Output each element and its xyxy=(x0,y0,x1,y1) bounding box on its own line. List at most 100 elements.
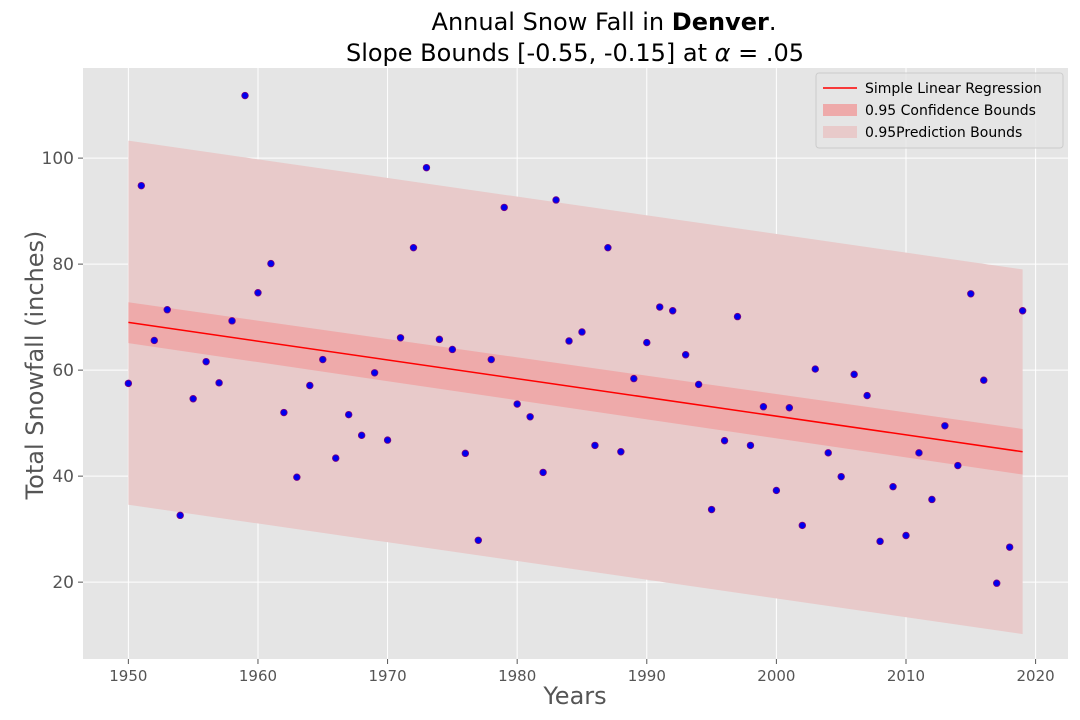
y-tick-label: 20 xyxy=(52,573,74,593)
data-point xyxy=(280,408,288,417)
data-point xyxy=(124,379,133,388)
title-line1-bold: Denver xyxy=(672,8,769,36)
y-tick-label: 80 xyxy=(52,255,74,275)
data-point xyxy=(980,376,988,384)
data-point xyxy=(487,355,495,364)
data-point xyxy=(241,91,249,100)
data-point xyxy=(617,448,625,456)
title-line2-suffix: = .05 xyxy=(731,39,805,67)
data-point xyxy=(656,303,664,311)
data-point xyxy=(422,163,431,172)
legend: Simple Linear Regression 0.95 Confidence… xyxy=(815,72,1064,149)
data-point xyxy=(267,259,275,268)
title-line2-symbol: α xyxy=(715,39,731,67)
data-point xyxy=(396,334,405,342)
data-point xyxy=(707,505,716,514)
data-point xyxy=(526,413,534,421)
data-point xyxy=(928,495,936,504)
legend-label-prediction: 0.95Prediction Bounds xyxy=(865,125,1022,141)
data-point xyxy=(889,483,897,491)
data-point xyxy=(163,306,171,314)
data-points xyxy=(124,91,1027,587)
y-tick-label: 60 xyxy=(52,361,74,381)
data-point xyxy=(954,461,962,470)
data-point xyxy=(332,454,340,462)
data-point xyxy=(604,243,612,252)
data-point xyxy=(759,402,768,411)
x-tick-label: 1990 xyxy=(628,667,666,685)
data-point xyxy=(344,410,353,419)
data-point xyxy=(811,365,819,373)
data-point xyxy=(461,449,470,458)
data-point xyxy=(448,345,457,354)
data-point xyxy=(681,351,690,359)
data-point xyxy=(435,335,444,344)
data-point xyxy=(578,328,586,336)
data-point xyxy=(137,181,146,190)
data-point xyxy=(176,511,184,520)
data-point xyxy=(915,449,923,457)
data-point xyxy=(370,369,379,377)
y-axis-ticks: 20 40 60 80 100 xyxy=(42,149,83,593)
x-tick-label: 1970 xyxy=(368,667,406,685)
data-point xyxy=(202,357,210,366)
data-point xyxy=(733,312,742,321)
x-tick-label: 2020 xyxy=(1017,667,1055,685)
data-point xyxy=(772,486,781,495)
data-point xyxy=(785,404,794,412)
data-point xyxy=(254,289,262,297)
confidence-band xyxy=(128,302,1023,475)
legend-label-regression: Simple Linear Regression xyxy=(865,81,1042,97)
data-point xyxy=(513,400,521,408)
data-point xyxy=(850,370,858,379)
data-point xyxy=(694,380,703,389)
data-point xyxy=(357,431,366,440)
y-tick-label: 100 xyxy=(42,149,74,169)
data-point xyxy=(565,337,573,345)
y-tick-label: 40 xyxy=(52,467,74,487)
legend-label-confidence: 0.95 Confidence Bounds xyxy=(865,103,1036,119)
data-point xyxy=(215,379,223,387)
title-line2-prefix: Slope Bounds [-0.55, -0.15] at xyxy=(346,39,715,67)
data-point xyxy=(306,381,314,390)
y-axis-label: Total Snowfall (inches) xyxy=(21,231,49,501)
legend-box xyxy=(815,72,1064,149)
data-point xyxy=(474,536,482,544)
data-point xyxy=(746,441,755,450)
data-point xyxy=(720,436,729,445)
data-point xyxy=(228,317,236,325)
data-point xyxy=(967,290,975,298)
data-point xyxy=(591,441,599,450)
x-tick-label: 1980 xyxy=(498,667,536,685)
x-axis-label: Years xyxy=(542,682,606,710)
title-line1-prefix: Annual Snow Fall in xyxy=(432,8,672,36)
data-point xyxy=(552,196,560,204)
data-point xyxy=(798,521,807,530)
data-point xyxy=(669,307,677,315)
x-tick-label: 1950 xyxy=(109,667,147,685)
data-point xyxy=(941,422,949,430)
regression-line xyxy=(128,321,1023,453)
data-point xyxy=(876,537,884,546)
data-point xyxy=(409,243,418,252)
data-point xyxy=(630,374,638,383)
data-point xyxy=(863,391,871,400)
data-point xyxy=(319,355,327,364)
data-point xyxy=(293,473,301,481)
data-point xyxy=(643,338,651,347)
data-point xyxy=(150,336,158,345)
data-point xyxy=(1005,543,1014,551)
chart-title-line1: Annual Snow Fall in Denver. xyxy=(432,8,777,36)
data-point xyxy=(837,472,845,481)
data-point xyxy=(539,468,547,477)
title-line1-suffix: . xyxy=(769,8,777,36)
data-point xyxy=(1018,307,1027,315)
legend-swatch-confidence xyxy=(823,104,857,116)
data-point xyxy=(383,436,392,444)
x-tick-label: 1960 xyxy=(239,667,277,685)
data-point xyxy=(189,395,197,403)
x-tick-label: 2000 xyxy=(757,667,795,685)
x-tick-label: 2010 xyxy=(887,667,925,685)
data-point xyxy=(500,203,508,212)
